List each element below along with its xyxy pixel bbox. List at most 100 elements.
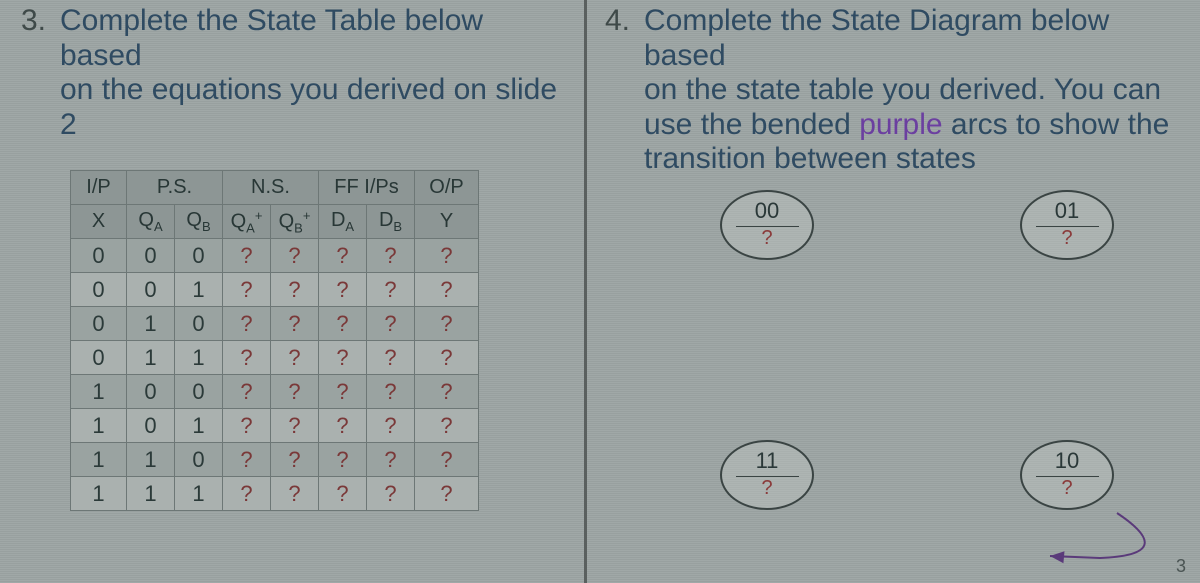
question-3-number: 3. xyxy=(16,4,46,38)
transition-arc xyxy=(1050,513,1145,558)
cell-x: 0 xyxy=(71,239,127,273)
cell-db: ? xyxy=(367,443,415,477)
hdr-ff: FF I/Ps xyxy=(319,171,415,205)
cell-qb: 0 xyxy=(175,239,223,273)
cell-y: ? xyxy=(415,477,479,511)
table-row: 010????? xyxy=(71,307,479,341)
hdr-ns: N.S. xyxy=(223,171,319,205)
cell-qa: 0 xyxy=(127,375,175,409)
hdr-qa-base: Q xyxy=(138,209,154,231)
state-output: ? xyxy=(722,477,812,500)
cell-qb: 1 xyxy=(175,341,223,375)
hdr-op: O/P xyxy=(415,171,479,205)
cell-y: ? xyxy=(415,307,479,341)
q4-line3a: use the bended xyxy=(644,108,859,141)
state-table-group-header: I/P P.S. N.S. FF I/Ps O/P xyxy=(71,171,479,205)
cell-db: ? xyxy=(367,375,415,409)
cell-qa: 0 xyxy=(127,409,175,443)
state-table-body: 000?????001?????010?????011?????100?????… xyxy=(71,239,479,511)
cell-qap: ? xyxy=(223,409,271,443)
cell-qbp: ? xyxy=(271,477,319,511)
hdr-da-sub: A xyxy=(345,219,354,234)
cell-qb: 1 xyxy=(175,477,223,511)
hdr-qb-sub: B xyxy=(202,219,211,234)
cell-qb: 1 xyxy=(175,409,223,443)
table-row: 000????? xyxy=(71,239,479,273)
state-output: ? xyxy=(722,227,812,250)
slide: 3. Complete the State Table below based … xyxy=(0,0,1200,583)
cell-x: 1 xyxy=(71,477,127,511)
cell-qbp: ? xyxy=(271,443,319,477)
hdr-da-base: D xyxy=(331,209,345,231)
q3-line2: on the equations you derived on slide 2 xyxy=(60,73,557,141)
cell-y: ? xyxy=(415,239,479,273)
cell-qbp: ? xyxy=(271,307,319,341)
cell-qb: 1 xyxy=(175,273,223,307)
hdr-qb-plus: QB+ xyxy=(271,205,319,239)
cell-y: ? xyxy=(415,409,479,443)
question-4-number: 4. xyxy=(600,4,630,38)
cell-db: ? xyxy=(367,307,415,341)
cell-qap: ? xyxy=(223,273,271,307)
table-row: 011????? xyxy=(71,341,479,375)
cell-qb: 0 xyxy=(175,307,223,341)
cell-y: ? xyxy=(415,443,479,477)
cell-qa: 1 xyxy=(127,341,175,375)
cell-qbp: ? xyxy=(271,409,319,443)
cell-qa: 1 xyxy=(127,477,175,511)
cell-qa: 1 xyxy=(127,443,175,477)
cell-y: ? xyxy=(415,273,479,307)
hdr-qa-plus: QA+ xyxy=(223,205,271,239)
hdr-y: Y xyxy=(415,205,479,239)
cell-da: ? xyxy=(319,307,367,341)
cell-qb: 0 xyxy=(175,443,223,477)
state-code: 11 xyxy=(722,442,812,474)
cell-qa: 1 xyxy=(127,307,175,341)
state-output: ? xyxy=(1022,227,1112,250)
state-code: 01 xyxy=(1022,192,1112,224)
cell-y: ? xyxy=(415,375,479,409)
cell-x: 0 xyxy=(71,273,127,307)
cell-db: ? xyxy=(367,341,415,375)
table-row: 101????? xyxy=(71,409,479,443)
cell-qbp: ? xyxy=(271,273,319,307)
cell-db: ? xyxy=(367,477,415,511)
cell-qbp: ? xyxy=(271,341,319,375)
hdr-qa: QA xyxy=(127,205,175,239)
cell-da: ? xyxy=(319,375,367,409)
state-node-00: 00? xyxy=(720,190,814,260)
state-node-10: 10? xyxy=(1020,440,1114,510)
state-output: ? xyxy=(1022,477,1112,500)
question-3-panel: 3. Complete the State Table below based … xyxy=(0,0,584,583)
cell-x: 0 xyxy=(71,307,127,341)
state-node-01: 01? xyxy=(1020,190,1114,260)
cell-da: ? xyxy=(319,443,367,477)
hdr-db-base: D xyxy=(379,209,393,231)
cell-qa: 0 xyxy=(127,239,175,273)
cell-da: ? xyxy=(319,409,367,443)
q4-line3b: arcs to show the xyxy=(943,108,1170,141)
cell-db: ? xyxy=(367,239,415,273)
hdr-db: DB xyxy=(367,205,415,239)
cell-qap: ? xyxy=(223,477,271,511)
hdr-qap-sub: A xyxy=(246,220,255,235)
cell-qap: ? xyxy=(223,341,271,375)
table-row: 111????? xyxy=(71,477,479,511)
hdr-qbp-sub: B xyxy=(294,220,303,235)
hdr-qb: QB xyxy=(175,205,223,239)
cell-qap: ? xyxy=(223,375,271,409)
cell-qap: ? xyxy=(223,239,271,273)
cell-db: ? xyxy=(367,273,415,307)
table-row: 001????? xyxy=(71,273,479,307)
cell-qbp: ? xyxy=(271,375,319,409)
hdr-qap-base: Q xyxy=(231,210,247,232)
hdr-qap-sup: + xyxy=(255,208,263,223)
hdr-qb-base: Q xyxy=(186,209,202,231)
state-code: 10 xyxy=(1022,442,1112,474)
cell-x: 0 xyxy=(71,341,127,375)
state-code: 00 xyxy=(722,192,812,224)
cell-qap: ? xyxy=(223,443,271,477)
table-row: 100????? xyxy=(71,375,479,409)
question-3-prompt: 3. Complete the State Table below based … xyxy=(16,0,568,142)
q4-line1: Complete the State Diagram below based xyxy=(644,4,1109,72)
